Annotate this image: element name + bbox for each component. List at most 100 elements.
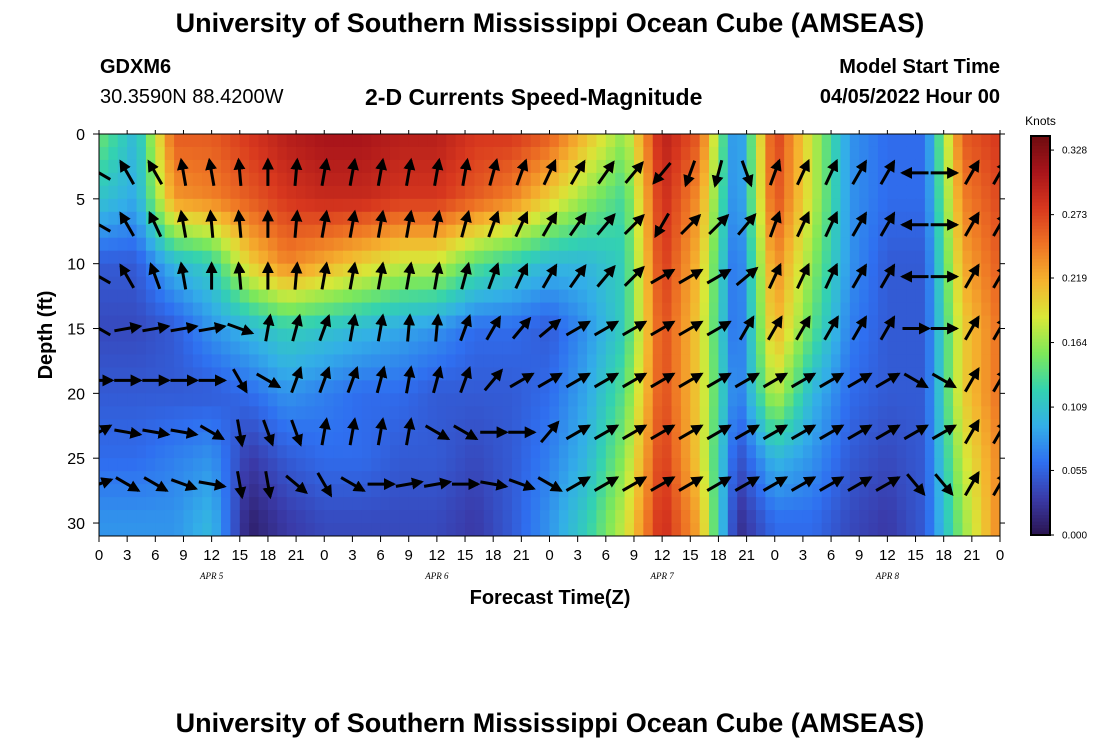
heatmap-cell	[483, 237, 494, 252]
heatmap-cell	[99, 523, 109, 536]
heatmap-cell	[990, 445, 1000, 459]
heatmap-cell	[812, 198, 823, 213]
heatmap-cell	[849, 458, 860, 472]
heatmap-cell	[840, 484, 851, 498]
current-vector-arrow	[931, 424, 957, 441]
heatmap-cell	[267, 263, 278, 278]
heatmap-cell	[765, 185, 776, 200]
heatmap-cell	[145, 237, 156, 252]
heatmap-cell	[662, 458, 673, 472]
heatmap-cell	[577, 484, 588, 498]
heatmap-cell	[652, 211, 663, 226]
heatmap-cell	[831, 445, 842, 459]
heatmap-cell	[784, 263, 795, 278]
heatmap-cell	[859, 523, 870, 536]
colorbar-segment	[1031, 525, 1050, 529]
heatmap-cell	[455, 354, 466, 369]
heatmap-cell	[896, 432, 907, 446]
heatmap-cell	[164, 263, 175, 278]
heatmap-cell	[849, 432, 860, 446]
heatmap-cell	[352, 380, 363, 394]
heatmap-cell	[324, 523, 335, 536]
heatmap-cell	[380, 185, 391, 200]
colorbar-segment	[1031, 425, 1050, 430]
colorbar-segment	[1031, 222, 1050, 227]
heatmap-cell	[540, 484, 551, 498]
heatmap-cell	[774, 354, 785, 369]
current-vector-arrow	[198, 478, 227, 491]
heatmap-cell	[521, 198, 532, 213]
heatmap-cell	[605, 198, 616, 213]
heatmap-cell	[465, 445, 476, 459]
heatmap-cell	[924, 445, 935, 459]
heatmap-cell	[990, 250, 1000, 265]
heatmap-cell	[465, 458, 476, 472]
colorbar-segment	[1031, 441, 1050, 446]
heatmap-cell	[446, 198, 457, 213]
heatmap-cell	[615, 380, 626, 394]
heatmap-cell	[211, 224, 222, 239]
heatmap-cell	[906, 159, 917, 174]
heatmap-cell	[605, 185, 616, 200]
heatmap-cell	[849, 484, 860, 498]
heatmap-cell	[605, 134, 616, 148]
heatmap-cell	[324, 380, 335, 394]
heatmap-cell	[680, 315, 691, 330]
heatmap-cell	[896, 510, 907, 524]
heatmap-cell	[371, 185, 382, 200]
heatmap-cell	[511, 484, 522, 498]
heatmap-cell	[887, 393, 898, 407]
heatmap-cell	[465, 134, 476, 148]
heatmap-cell	[802, 302, 813, 317]
heatmap-cell	[389, 134, 400, 148]
heatmap-cell	[643, 380, 654, 394]
heatmap-cell	[267, 276, 278, 291]
heatmap-cell	[906, 484, 917, 498]
heatmap-cell	[849, 367, 860, 381]
heatmap-cell	[446, 224, 457, 239]
colorbar-tick-label: 0.000	[1062, 531, 1087, 542]
heatmap-cell	[455, 432, 466, 446]
heatmap-cell	[784, 315, 795, 330]
heatmap-cell	[361, 406, 372, 420]
heatmap-cell	[849, 471, 860, 485]
heatmap-cell	[352, 328, 363, 343]
heatmap-cell	[774, 198, 785, 213]
heatmap-cell	[314, 198, 325, 213]
heatmap-cell	[530, 134, 541, 148]
heatmap-cell	[99, 289, 109, 304]
heatmap-cell	[727, 185, 738, 200]
heatmap-cell	[953, 211, 964, 226]
heatmap-cell	[821, 159, 832, 174]
current-vector-arrow	[767, 315, 783, 341]
heatmap-cell	[99, 380, 109, 394]
heatmap-cell	[108, 302, 119, 317]
heatmap-cell	[596, 211, 607, 226]
heatmap-cell	[924, 159, 935, 174]
heatmap-cell	[99, 484, 109, 498]
current-vector-arrow	[170, 478, 198, 491]
heatmap-cell	[802, 354, 813, 369]
heatmap-cell	[361, 198, 372, 213]
heatmap-cell	[812, 159, 823, 174]
heatmap-cell	[577, 250, 588, 265]
heatmap-cell	[793, 134, 804, 148]
y-tick-label: 10	[67, 257, 85, 274]
current-vector-arrow	[514, 210, 529, 238]
current-vector-arrow	[593, 372, 620, 389]
heatmap-cell	[108, 289, 119, 304]
current-vector-arrow	[706, 424, 732, 441]
heatmap-cell	[793, 471, 804, 485]
heatmap-cell	[352, 276, 363, 291]
current-vector-arrow	[290, 157, 303, 187]
heatmap-cell	[296, 380, 307, 394]
current-vector-arrow	[488, 157, 500, 186]
heatmap-cell	[906, 458, 917, 472]
heatmap-cell	[174, 432, 185, 446]
colorbar-segment	[1031, 169, 1050, 174]
current-vector-arrow	[487, 262, 500, 290]
heatmap-cell	[953, 289, 964, 304]
heatmap-cell	[239, 523, 250, 536]
heatmap-cell	[981, 445, 992, 459]
heatmap-cell	[953, 302, 964, 317]
